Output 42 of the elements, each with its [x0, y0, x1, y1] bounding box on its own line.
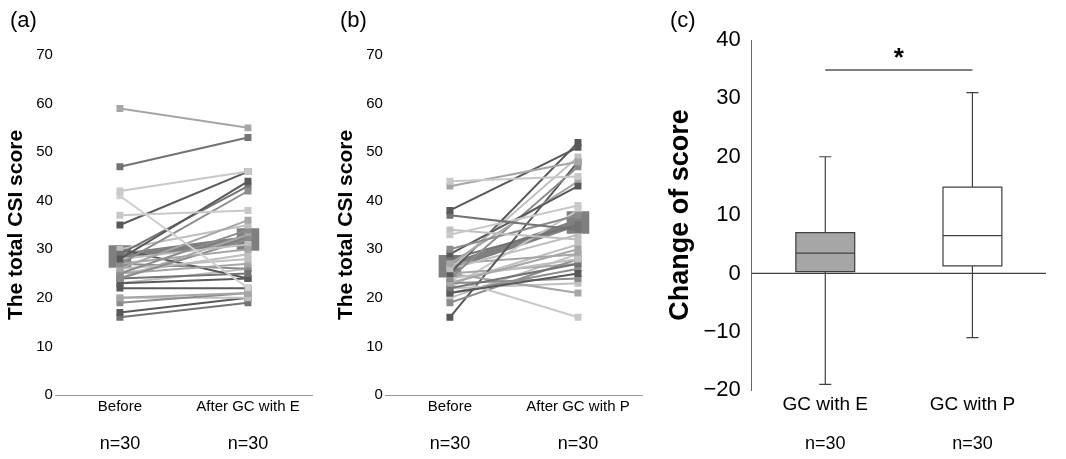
- x-tick-label: GC with P: [929, 392, 1016, 414]
- y-axis-title: The total CSI score: [3, 129, 27, 321]
- x-tick-label: After GC with E: [196, 397, 300, 415]
- y-tick-label: 50: [36, 142, 53, 160]
- y-tick-label: 10: [716, 201, 741, 227]
- text: n=30: [99, 433, 141, 453]
- y-tick-label: 20: [716, 142, 741, 168]
- text: (b): [340, 7, 367, 33]
- y-tick-label: 40: [36, 190, 53, 208]
- y-tick-label: 50: [366, 142, 383, 160]
- y-tick-label: 30: [716, 84, 741, 110]
- y-tick-label: 40: [366, 190, 383, 208]
- text: n=30: [952, 433, 993, 453]
- text: n=30: [227, 433, 269, 453]
- y-tick-label: 60: [36, 93, 53, 111]
- x-tick-label: GC with E: [782, 392, 869, 414]
- text: n=30: [805, 433, 846, 453]
- y-tick-label: 30: [36, 239, 53, 257]
- y-tick-label: 40: [716, 26, 741, 52]
- y-axis-title: Change of score: [663, 109, 694, 321]
- y-tick-label: 20: [36, 288, 53, 305]
- x-tick-label: After GC with P: [526, 397, 630, 415]
- y-tick-label: 20: [366, 288, 383, 305]
- y-tick-label: 0: [44, 385, 53, 403]
- y-axis-title: The total CSI score: [333, 129, 357, 321]
- y-tick-label: 30: [366, 239, 383, 257]
- x-tick-label: Before: [427, 397, 473, 415]
- y-tick-label: −10: [703, 317, 741, 343]
- x-tick-label: Before: [97, 397, 143, 415]
- y-tick-label: 10: [366, 336, 383, 354]
- text: n=30: [557, 433, 599, 453]
- text: (c): [670, 7, 696, 33]
- y-tick-label: 60: [366, 93, 383, 111]
- text: (a): [10, 7, 37, 33]
- y-tick-label: 10: [36, 336, 53, 354]
- y-tick-label: 70: [366, 45, 383, 63]
- y-tick-label: 70: [36, 45, 53, 63]
- annotation: *: [893, 42, 905, 73]
- y-tick-label: 0: [374, 385, 383, 403]
- y-tick-label: 0: [728, 259, 741, 285]
- y-tick-label: −20: [703, 376, 741, 402]
- text: n=30: [429, 433, 471, 453]
